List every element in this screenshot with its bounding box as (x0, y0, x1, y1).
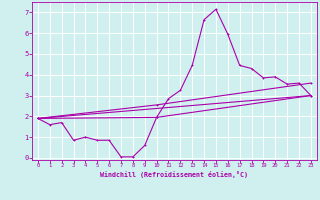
X-axis label: Windchill (Refroidissement éolien,°C): Windchill (Refroidissement éolien,°C) (100, 171, 248, 178)
